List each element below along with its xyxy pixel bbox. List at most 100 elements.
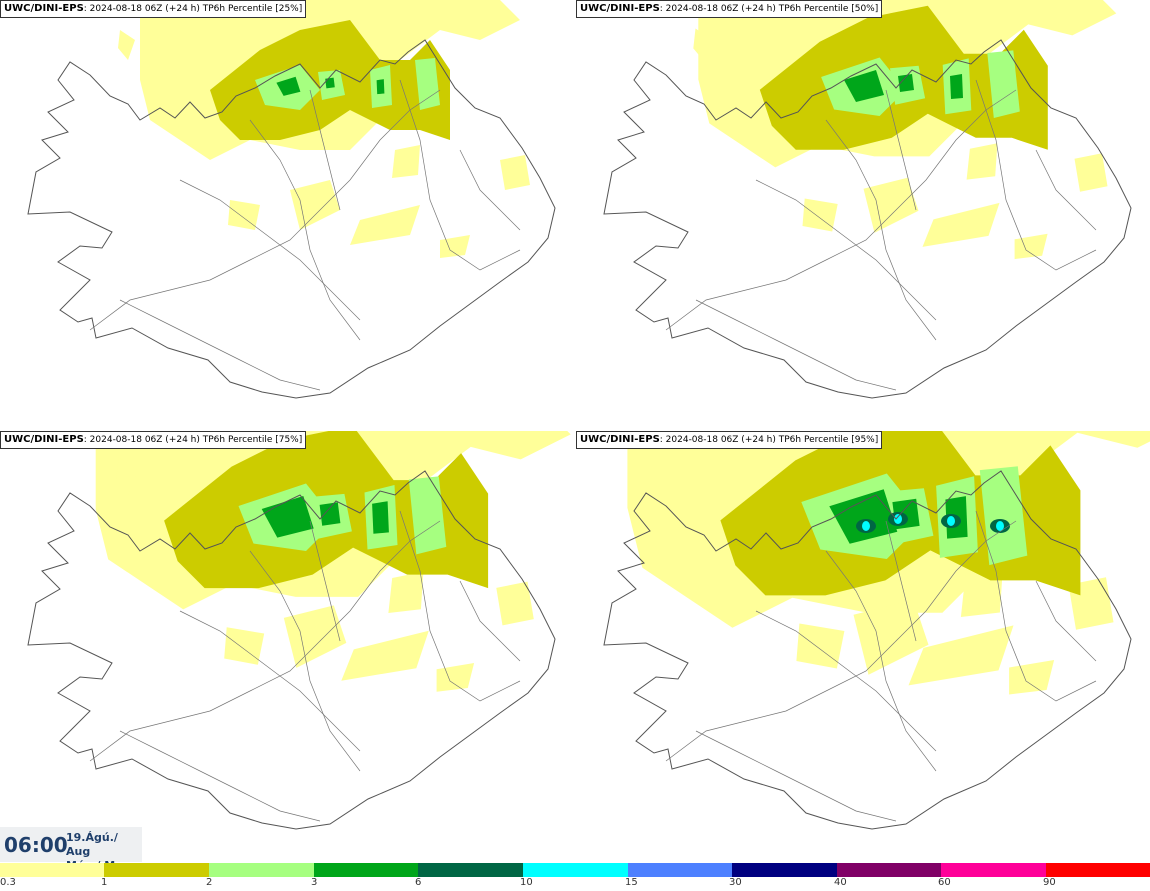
road-line: [89, 520, 441, 762]
road-line: [755, 179, 937, 321]
precip-area-heavy: [415, 58, 440, 110]
precip-area-light: [802, 198, 838, 232]
precip-area-light: [500, 155, 530, 190]
coastline: [27, 470, 556, 830]
road-line: [249, 119, 361, 341]
precip-area-extreme: [947, 516, 955, 526]
model-name: UWC/DINI-EPS: [4, 434, 84, 445]
legend-swatch: [314, 863, 418, 877]
legend-label: 3: [311, 877, 318, 888]
legend-label: 90: [1043, 877, 1056, 888]
precip-area-intense: [376, 79, 385, 95]
model-name: UWC/DINI-EPS: [580, 434, 660, 445]
valid-time: 06:00: [4, 833, 68, 857]
precip-area-light: [228, 200, 260, 230]
precip-area-intense: [950, 74, 963, 99]
valid-time-box: 06:00 19.Ágú./ Aug Mán./ Mon: [0, 827, 142, 872]
legend-label: 2: [206, 877, 213, 888]
road-line: [975, 510, 1097, 702]
precip-area-heavy: [979, 466, 1028, 566]
legend-swatch: [209, 863, 314, 877]
precip-area-light: [1014, 233, 1048, 260]
color-legend: 0.3 1 2 3 6 10 15 30 40 60 90: [0, 862, 1150, 891]
road-line: [309, 89, 341, 211]
precip-area-light: [436, 663, 475, 692]
precip-area-light: [224, 627, 265, 665]
precip-area-light: [1074, 153, 1108, 192]
legend-label: 1: [101, 877, 108, 888]
precip-area-intense: [372, 501, 389, 534]
map-panel-p75: UWC/DINI-EPS: 2024-08-18 06Z (+24 h) TP6…: [0, 431, 575, 859]
run-info: : 2024-08-18 06Z (+24 h) TP6h Percentile…: [83, 4, 303, 14]
model-name: UWC/DINI-EPS: [580, 3, 660, 14]
panel-title: UWC/DINI-EPS: 2024-08-18 06Z (+24 h) TP6…: [0, 431, 307, 449]
road-line: [695, 730, 897, 822]
run-info: : 2024-08-18 06Z (+24 h) TP6h Percentile…: [83, 435, 303, 445]
precip-area-extreme: [894, 514, 902, 524]
precip-area-light: [863, 177, 919, 233]
road-line: [459, 580, 521, 662]
road-line: [825, 550, 937, 772]
precip-area-intense: [844, 70, 884, 102]
panel-title: UWC/DINI-EPS: 2024-08-18 06Z (+24 h) TP6…: [0, 0, 307, 18]
panel-divider: [574, 0, 576, 862]
road-line: [309, 520, 341, 642]
precip-area-light: [1009, 660, 1055, 695]
legend-swatch: [628, 863, 732, 877]
precip-area-extreme: [862, 521, 870, 531]
precip-area-intense: [319, 502, 341, 526]
legend-swatch: [837, 863, 941, 877]
precip-map: [603, 431, 1150, 830]
legend-label: 15: [625, 877, 638, 888]
road-line: [89, 89, 441, 331]
coastline: [603, 470, 1132, 830]
precip-area-light: [796, 623, 845, 669]
precip-area-light: [690, 453, 716, 499]
road-line: [665, 520, 1017, 762]
legend-label: 0.3: [0, 877, 16, 888]
road-line: [399, 79, 521, 271]
map-panel-p25: UWC/DINI-EPS: 2024-08-18 06Z (+24 h) TP6…: [0, 0, 575, 428]
legend-swatch: [1046, 863, 1150, 877]
precip-area-intense: [261, 496, 314, 538]
precip-area-intense: [276, 76, 301, 96]
legend-swatch: [732, 863, 837, 877]
precip-area-light: [290, 180, 340, 230]
road-line: [885, 89, 917, 211]
precip-area-heavy: [408, 476, 447, 555]
precip-area-light: [283, 605, 347, 668]
legend-swatch: [523, 863, 628, 877]
legend-label: 40: [834, 877, 847, 888]
precip-area-light: [116, 457, 138, 495]
precip-map: [603, 0, 1132, 399]
precip-area-intense: [829, 489, 898, 544]
legend-label: 10: [520, 877, 533, 888]
precip-area-extreme: [996, 521, 1004, 531]
legend-swatch: [941, 863, 1046, 877]
precip-area-light: [853, 599, 929, 675]
precip-area-light: [388, 571, 424, 613]
road-line: [975, 79, 1097, 271]
panel-title: UWC/DINI-EPS: 2024-08-18 06Z (+24 h) TP6…: [576, 431, 883, 449]
precip-map: [27, 431, 571, 830]
coastline: [603, 39, 1132, 399]
road-line: [665, 89, 1017, 331]
panel-title: UWC/DINI-EPS: 2024-08-18 06Z (+24 h) TP6…: [576, 0, 883, 18]
legend-label: 60: [938, 877, 951, 888]
legend-swatch: [418, 863, 523, 877]
precip-area-light: [392, 145, 420, 178]
road-line: [179, 179, 361, 321]
precip-area-light: [922, 202, 1000, 247]
precip-area-light: [118, 30, 135, 60]
legend-label: 30: [729, 877, 742, 888]
precip-area-light: [966, 143, 998, 180]
road-line: [249, 550, 361, 772]
road-line: [755, 610, 937, 752]
road-line: [695, 299, 897, 391]
precip-area-heavy: [987, 50, 1020, 118]
precip-area-light: [693, 28, 712, 62]
panel-divider: [0, 428, 1150, 431]
road-line: [119, 730, 321, 822]
precip-area-light: [350, 205, 420, 245]
model-name: UWC/DINI-EPS: [4, 3, 84, 14]
